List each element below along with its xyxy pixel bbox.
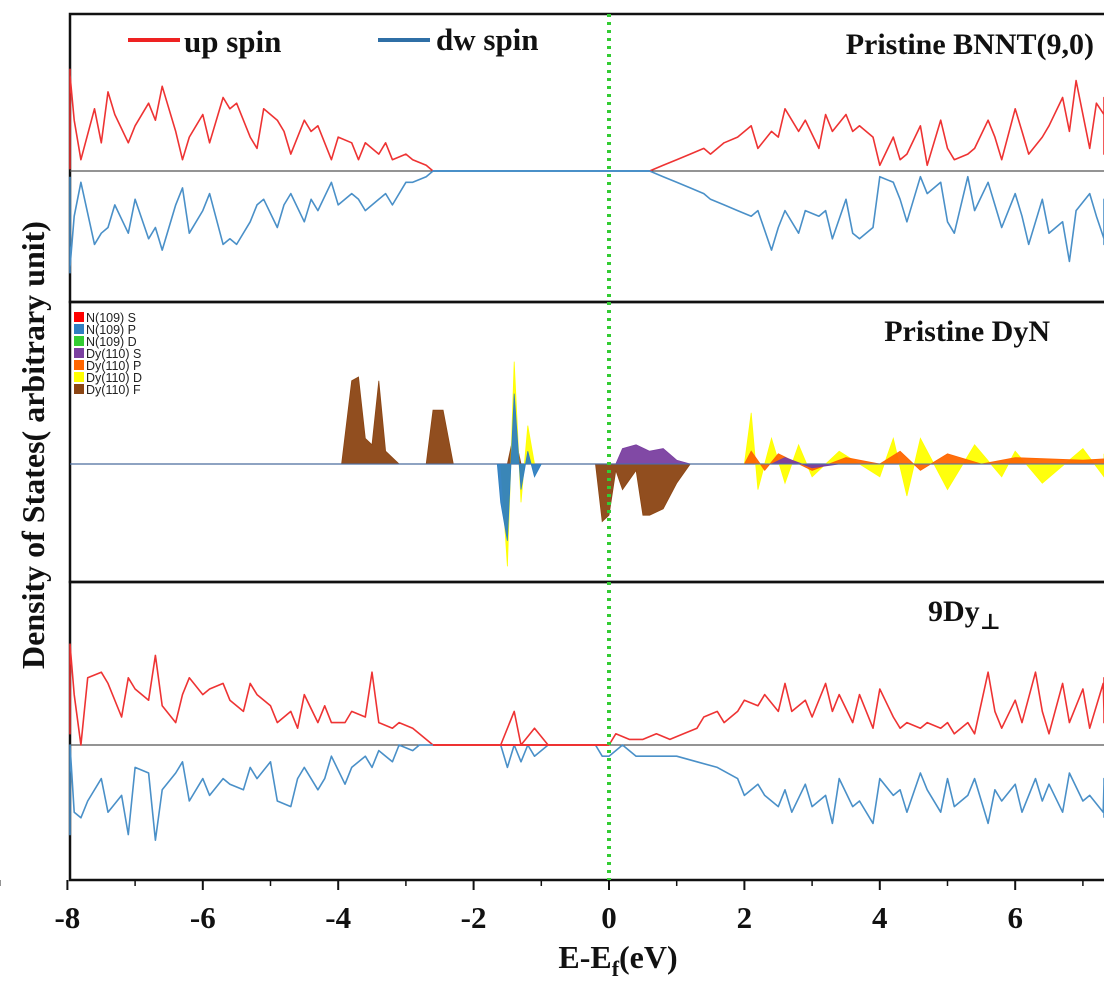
panel-1-up-spin-line xyxy=(69,68,1104,172)
panel-3-up-spin-line xyxy=(69,643,1104,746)
pdos-area-dy-110-s xyxy=(70,444,1104,469)
panel-3-title-subscript: ⊥ xyxy=(980,609,1001,634)
pdos-area-n-109-p xyxy=(70,393,1104,541)
pdos-legend-swatch-4 xyxy=(74,360,84,370)
pdos-legend-label-4: Dy(110) P xyxy=(86,359,141,373)
x-axis-label-main: E-E xyxy=(558,939,611,975)
pdos-legend-label-3: Dy(110) S xyxy=(86,347,141,361)
legend-dw-spin-label: dw spin xyxy=(436,22,539,57)
pdos-legend-swatch-1 xyxy=(74,324,84,334)
panel-1-series xyxy=(69,68,1104,274)
pdos-legend-swatch-3 xyxy=(74,348,84,358)
pdos-legend-label-0: N(109) S xyxy=(86,311,136,325)
legend-up-spin-label: up spin xyxy=(184,24,281,59)
pdos-legend-label-6: Dy(110) F xyxy=(86,383,141,397)
x-axis-label: E-Ef(eV) xyxy=(558,939,677,981)
x-tick-label-4: 4 xyxy=(872,900,888,935)
pdos-legend-swatch-5 xyxy=(74,372,84,382)
panel-2-series xyxy=(70,361,1104,567)
pdos-legend: N(109) S N(109) P N(109) D Dy(110) S Dy(… xyxy=(74,311,142,397)
pdos-legend-label-2: N(109) D xyxy=(86,335,137,349)
panel-2-title: Pristine DyN xyxy=(884,315,1050,348)
panel-1-dw-spin-line xyxy=(69,170,1104,274)
x-axis-label-subscript: f xyxy=(612,956,620,981)
pdos-legend-swatch-2 xyxy=(74,336,84,346)
x-axis: -8-6-4-202468 xyxy=(0,880,1084,935)
x-tick-label--4: -4 xyxy=(325,900,351,935)
panel-3-title: 9Dy⊥ xyxy=(928,595,1001,634)
x-axis-label-tail: (eV) xyxy=(619,939,678,975)
pdos-legend-label-1: N(109) P xyxy=(86,323,136,337)
panel-3-series xyxy=(69,643,1104,842)
pdos-legend-swatch-6 xyxy=(74,384,84,394)
x-tick-label--2: -2 xyxy=(461,900,487,935)
pdos-legend-label-5: Dy(110) D xyxy=(86,371,142,385)
pdos-legend-swatch-0 xyxy=(74,312,84,322)
x-tick-label-6: 6 xyxy=(1007,900,1023,935)
x-tick-label--6: -6 xyxy=(190,900,216,935)
panel-1-title: Pristine BNNT(9,0) xyxy=(846,28,1094,61)
panel-3-title-main: 9Dy xyxy=(928,595,980,628)
x-tick-label--8: -8 xyxy=(54,900,80,935)
x-tick-label-2: 2 xyxy=(737,900,753,935)
y-axis-label: Density of States( arbitrary unit) xyxy=(15,221,51,669)
x-tick-label-0: 0 xyxy=(601,900,617,935)
